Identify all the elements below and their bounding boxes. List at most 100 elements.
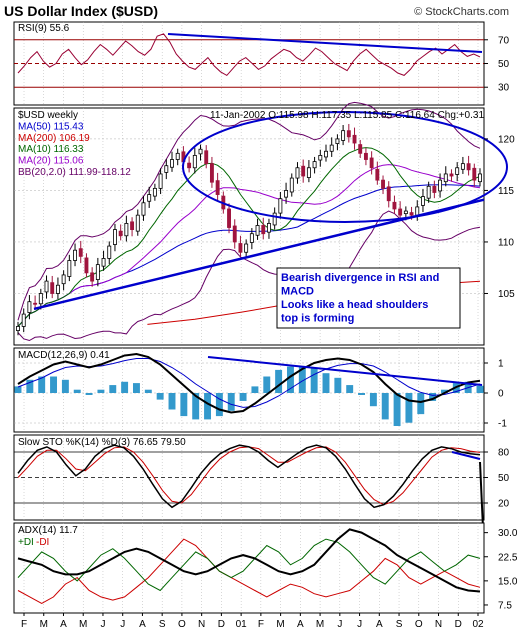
candle-body: [426, 185, 431, 199]
macd-histogram-bar: [322, 373, 330, 393]
macd-legend: MACD(12,26,9) 0.41: [18, 350, 110, 361]
candle-body: [346, 130, 351, 138]
candle-body: [352, 134, 357, 144]
candle-body: [392, 201, 397, 210]
x-tick-label: 02: [472, 619, 484, 630]
candle-body: [187, 162, 192, 169]
plus-di-legend: +DI: [18, 537, 34, 548]
candle-body: [73, 249, 77, 261]
y-tick-label: 120: [498, 134, 515, 145]
candle-body: [386, 186, 391, 202]
candle-body: [227, 208, 231, 228]
y-tick-label: 7.5: [498, 600, 512, 611]
y-tick-label: 115: [498, 186, 514, 197]
x-tick-label: N: [435, 619, 442, 630]
macd-histogram-bar: [14, 386, 22, 393]
candle-body: [141, 202, 146, 216]
macd-histogram-bar: [61, 379, 69, 393]
macd-histogram-bar: [358, 393, 366, 395]
candle-body: [306, 167, 311, 178]
ma20-line: [17, 164, 481, 327]
candle-body: [381, 179, 385, 189]
sto-drop-arrow: [479, 461, 484, 529]
x-tick-label: J: [337, 619, 342, 630]
x-tick-label: M: [79, 619, 87, 630]
x-tick-label: A: [139, 619, 146, 630]
macd-histogram-bar: [215, 393, 223, 417]
candle-body: [192, 154, 197, 169]
candle-body: [261, 225, 266, 235]
minus-di-legend: -DI: [36, 537, 49, 548]
candle-body: [421, 196, 425, 206]
candle-body: [152, 187, 157, 197]
candle-body: [135, 214, 140, 232]
candle-body: [16, 326, 20, 331]
macd-histogram-bar: [239, 393, 247, 401]
adx-panel: [13, 522, 485, 614]
macd-histogram-bar: [381, 393, 389, 420]
candle-body: [78, 248, 83, 257]
candle-body: [272, 212, 277, 226]
rsi-legend: RSI(9) 55.6: [18, 23, 70, 34]
macd-histogram-bar: [97, 389, 105, 393]
x-tick-label: M: [316, 619, 324, 630]
x-tick-label: A: [297, 619, 304, 630]
candle-body: [215, 180, 220, 195]
x-tick-label: N: [198, 619, 205, 630]
candle-body: [409, 212, 414, 216]
rsi-divergence-trendline: [167, 33, 483, 53]
y-tick-label: 30: [498, 83, 510, 94]
macd-histogram-bar: [204, 393, 212, 420]
x-tick-label: A: [376, 619, 383, 630]
price-legend-item: MA(10) 116.33: [18, 144, 84, 155]
macd-histogram-bar: [405, 393, 413, 423]
macd-histogram-bar: [85, 393, 93, 395]
candle-body: [341, 130, 346, 141]
y-tick-label: 80: [498, 448, 510, 459]
macd-histogram-bar: [286, 366, 294, 393]
candle-body: [50, 282, 55, 294]
candle-body: [301, 165, 306, 177]
candle-body: [130, 221, 135, 230]
annotation-line: top is forming: [281, 313, 354, 325]
macd-histogram-bar: [144, 389, 152, 393]
candle-body: [438, 179, 443, 192]
candle-body: [455, 167, 460, 175]
candle-body: [403, 210, 408, 215]
sto-k-line: [17, 444, 481, 509]
macd-histogram-bar: [346, 385, 354, 393]
y-tick-label: 1: [498, 359, 504, 370]
ma10-line: [17, 147, 481, 327]
candle-body: [232, 225, 237, 243]
price-info-readout: 11-Jan-2002 O:115.98 H:117.35 L:115.85 C…: [210, 110, 484, 121]
candle-body: [175, 152, 180, 160]
candle-body: [95, 264, 100, 280]
macd-histogram-bar: [156, 393, 164, 400]
candle-body: [398, 208, 403, 216]
candle-body: [295, 167, 300, 179]
x-tick-label: D: [455, 619, 462, 630]
candle-body: [209, 163, 214, 183]
bollinger-lower-line: [17, 210, 481, 342]
macd-divergence-trendline: [207, 356, 483, 386]
macd-histogram-bar: [73, 389, 81, 393]
bollinger-upper-line: [17, 101, 481, 321]
x-tick-label: J: [357, 619, 362, 630]
x-tick-label: O: [178, 619, 186, 630]
minus-di-line: [17, 538, 481, 604]
candle-body: [284, 190, 289, 198]
x-tick-label: S: [396, 619, 403, 630]
plus-di-line: [17, 538, 481, 592]
candle-body: [198, 148, 203, 155]
candle-body: [460, 163, 465, 170]
candle-body: [415, 206, 420, 216]
candle-body: [55, 284, 60, 294]
price-legend-item: BB(20,2.0) 111.99-118.12: [18, 167, 131, 178]
candle-body: [61, 274, 66, 285]
x-tick-label: O: [415, 619, 423, 630]
adx-line: [17, 528, 481, 593]
macd-histogram-bar: [50, 376, 58, 393]
candle-body: [204, 150, 209, 165]
